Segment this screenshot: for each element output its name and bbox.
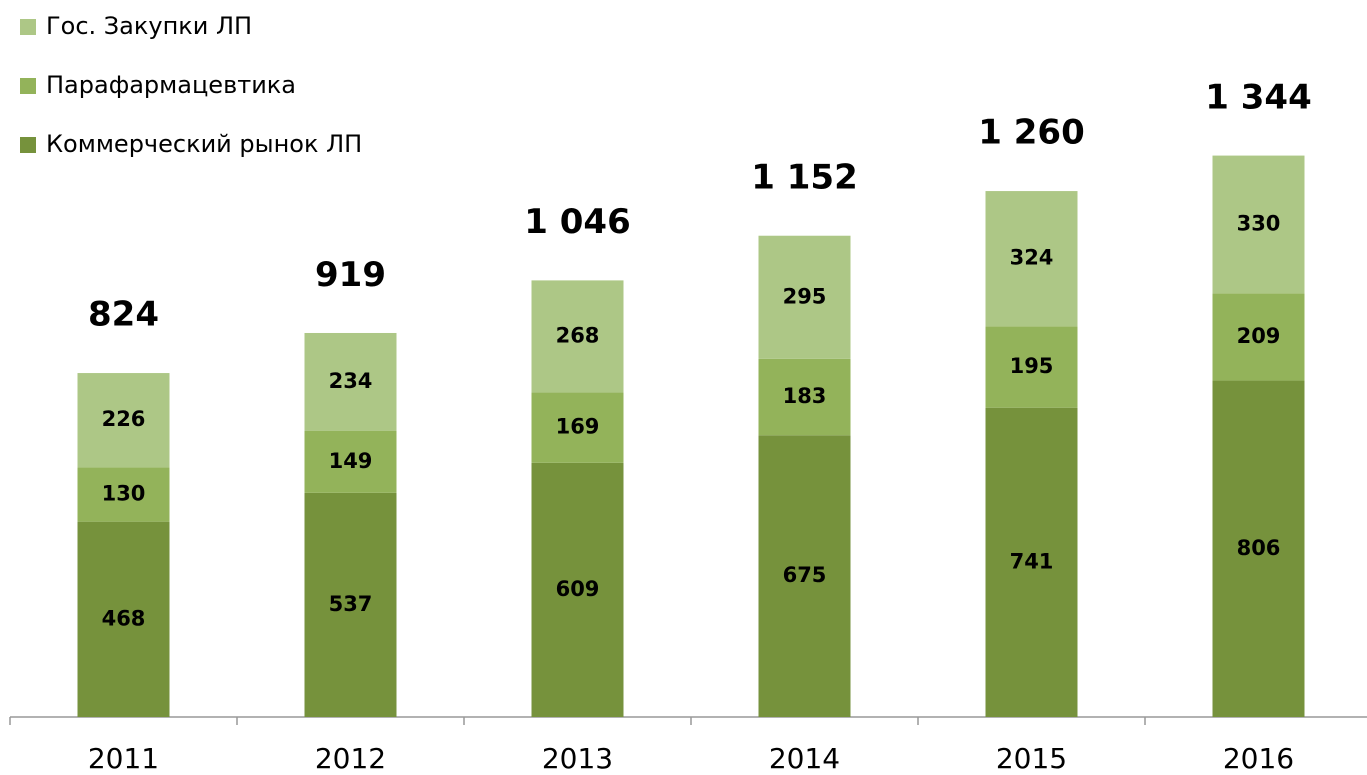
data-label: 169: [556, 415, 600, 439]
x-tick-label: 2014: [769, 742, 840, 775]
bar-segment: [304, 430, 397, 493]
bar-segment: [304, 492, 397, 717]
legend-swatch: [20, 137, 36, 153]
legend-label: Гос. Закупки ЛП: [46, 12, 252, 40]
bar-segment: [531, 462, 624, 717]
bar-segment: [1212, 293, 1305, 381]
legend-swatch: [20, 19, 36, 35]
data-label: 209: [1237, 324, 1281, 348]
bar-segment: [758, 435, 851, 717]
total-label: 1 344: [1205, 78, 1311, 118]
data-label: 226: [102, 407, 146, 431]
data-label: 130: [102, 482, 146, 506]
legend-swatch: [20, 78, 36, 94]
total-label: 919: [315, 255, 386, 295]
data-label: 195: [1010, 354, 1054, 378]
x-tick-label: 2011: [88, 742, 159, 775]
bar-segment: [304, 332, 397, 431]
data-label: 183: [783, 384, 827, 408]
bar-segment: [77, 521, 170, 717]
data-label: 330: [1237, 211, 1281, 235]
bar-segment: [77, 373, 170, 468]
data-label: 324: [1010, 246, 1054, 270]
total-label: 1 152: [751, 158, 857, 198]
bar-segment: [985, 191, 1078, 327]
data-label: 741: [1010, 549, 1054, 573]
data-label: 149: [329, 449, 373, 473]
x-tick-label: 2016: [1223, 742, 1294, 775]
bar-segment: [758, 358, 851, 436]
x-tick-label: 2013: [542, 742, 613, 775]
x-tick-label: 2012: [315, 742, 386, 775]
data-label: 268: [556, 323, 600, 347]
data-label: 806: [1237, 536, 1281, 560]
bar-segment: [77, 467, 170, 522]
bar-segment: [1212, 380, 1305, 717]
total-label: 824: [88, 295, 159, 335]
bar-segment: [1212, 155, 1305, 294]
data-label: 468: [102, 606, 146, 630]
bar-segment: [985, 326, 1078, 408]
data-label: 295: [783, 284, 827, 308]
total-label: 1 260: [978, 113, 1084, 153]
bar-segment: [531, 392, 624, 463]
data-label: 234: [329, 369, 373, 393]
data-label: 675: [783, 563, 827, 587]
bar-segment: [758, 235, 851, 359]
bar-segment: [985, 407, 1078, 717]
legend-label: Коммерческий рынок ЛП: [46, 130, 362, 158]
data-label: 537: [329, 592, 373, 616]
total-label: 1 046: [524, 202, 630, 242]
x-tick-label: 2015: [996, 742, 1067, 775]
bar-segment: [531, 280, 624, 393]
legend-label: Парафармацевтика: [46, 71, 296, 99]
data-label: 609: [556, 577, 600, 601]
